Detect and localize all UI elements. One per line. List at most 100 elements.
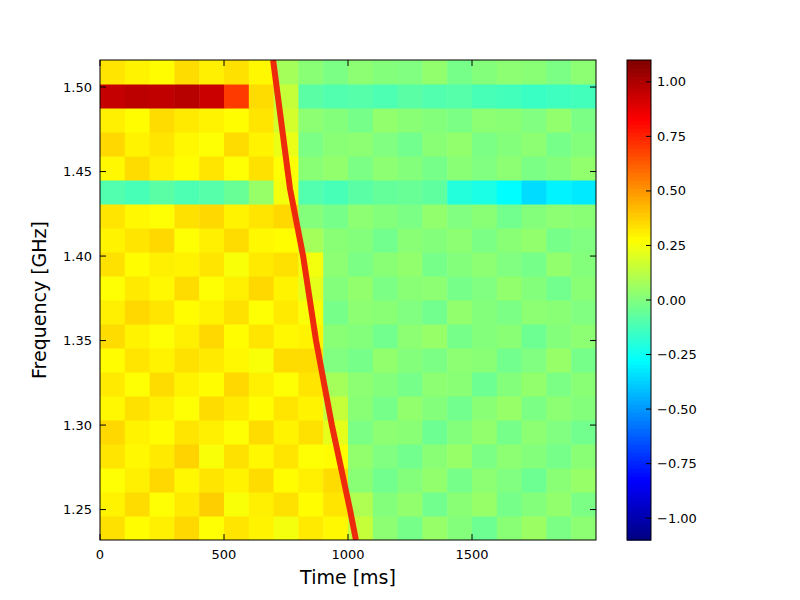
heatmap-cell bbox=[274, 276, 299, 301]
heatmap-cell bbox=[422, 108, 447, 133]
heatmap-cell bbox=[150, 468, 175, 493]
heatmap-cell bbox=[373, 228, 398, 253]
y-tick-label: 1.35 bbox=[63, 333, 92, 348]
y-tick-label: 1.45 bbox=[63, 164, 92, 179]
heatmap-cell bbox=[100, 132, 125, 157]
heatmap-cell bbox=[224, 60, 249, 85]
plot-marks bbox=[100, 60, 596, 540]
heatmap-cell bbox=[472, 84, 497, 109]
x-tick bbox=[472, 60, 473, 66]
heatmap-cell bbox=[422, 420, 447, 445]
heatmap-cell bbox=[100, 444, 125, 469]
heatmap-cell bbox=[249, 492, 274, 517]
y-tick bbox=[590, 87, 596, 88]
colorbar-swatch bbox=[627, 324, 651, 329]
heatmap-cell bbox=[522, 300, 547, 325]
heatmap-cell bbox=[546, 60, 571, 85]
heatmap-cell bbox=[323, 276, 348, 301]
heatmap-cell bbox=[174, 84, 199, 109]
heatmap-cell bbox=[323, 516, 348, 540]
heatmap-cell bbox=[447, 348, 472, 373]
heatmap-cell bbox=[199, 444, 224, 469]
heatmap-cell bbox=[522, 60, 547, 85]
heatmap-cell bbox=[522, 516, 547, 540]
heatmap-cell bbox=[373, 420, 398, 445]
colorbar-tick bbox=[646, 409, 651, 410]
heatmap-cell bbox=[249, 300, 274, 325]
heatmap-cell bbox=[150, 372, 175, 397]
heatmap-cell bbox=[249, 444, 274, 469]
heatmap-cell bbox=[224, 492, 249, 517]
heatmap-cell bbox=[174, 252, 199, 277]
heatmap-cell bbox=[125, 348, 150, 373]
colorbar-swatch bbox=[627, 448, 651, 453]
colorbar-swatch bbox=[627, 184, 651, 189]
colorbar-swatch bbox=[627, 216, 651, 221]
heatmap-cell bbox=[447, 228, 472, 253]
colorbar-swatch bbox=[627, 156, 651, 161]
heatmap-cell bbox=[398, 180, 423, 205]
colorbar-swatch bbox=[627, 468, 651, 473]
heatmap-cell bbox=[373, 180, 398, 205]
heatmap-cell bbox=[422, 372, 447, 397]
colorbar-swatch bbox=[627, 224, 651, 229]
heatmap-cell bbox=[472, 396, 497, 421]
heatmap-cell bbox=[398, 492, 423, 517]
heatmap-cell bbox=[348, 84, 373, 109]
heatmap-cell bbox=[472, 516, 497, 540]
heatmap-cell bbox=[224, 84, 249, 109]
heatmap-cell bbox=[373, 516, 398, 540]
colorbar-swatch bbox=[627, 268, 651, 273]
heatmap-cell bbox=[348, 276, 373, 301]
colorbar-swatch bbox=[627, 340, 651, 345]
heatmap-cell bbox=[497, 348, 522, 373]
heatmap-cell bbox=[298, 516, 323, 540]
heatmap-cell bbox=[150, 396, 175, 421]
heatmap-cell bbox=[398, 396, 423, 421]
colorbar-swatch bbox=[627, 312, 651, 317]
heatmap-cell bbox=[497, 492, 522, 517]
heatmap-cell bbox=[422, 84, 447, 109]
heatmap-cell bbox=[497, 396, 522, 421]
heatmap-cell bbox=[174, 324, 199, 349]
heatmap-cell bbox=[224, 228, 249, 253]
colorbar-swatch bbox=[627, 64, 651, 69]
colorbar-swatch bbox=[627, 180, 651, 185]
heatmap-cell bbox=[100, 324, 125, 349]
heatmap-cell bbox=[125, 84, 150, 109]
heatmap-cell bbox=[447, 516, 472, 540]
colorbar-swatch bbox=[627, 256, 651, 261]
colorbar-swatch bbox=[627, 72, 651, 77]
heatmap-cell bbox=[174, 300, 199, 325]
x-tick bbox=[100, 534, 101, 540]
heatmap-cell bbox=[174, 396, 199, 421]
heatmap-cell bbox=[150, 420, 175, 445]
colorbar-swatch bbox=[627, 236, 651, 241]
heatmap-cell bbox=[398, 228, 423, 253]
heatmap-cell bbox=[199, 492, 224, 517]
y-tick bbox=[100, 425, 106, 426]
colorbar-tick bbox=[646, 190, 651, 191]
colorbar-swatch bbox=[627, 348, 651, 353]
heatmap-cell bbox=[249, 420, 274, 445]
colorbar-swatch bbox=[627, 132, 651, 137]
heatmap-cell bbox=[100, 396, 125, 421]
heatmap-cell bbox=[125, 492, 150, 517]
y-tick bbox=[100, 340, 106, 341]
x-axis-title: Time [ms] bbox=[299, 566, 396, 588]
heatmap-cell bbox=[224, 108, 249, 133]
heatmap-cell bbox=[298, 84, 323, 109]
heatmap-cell bbox=[422, 156, 447, 181]
heatmap-cell bbox=[150, 324, 175, 349]
colorbar-swatch bbox=[627, 172, 651, 177]
heatmap-cell bbox=[100, 516, 125, 540]
heatmap-cell bbox=[323, 300, 348, 325]
heatmap-cell bbox=[398, 420, 423, 445]
heatmap-cell bbox=[298, 180, 323, 205]
colorbar-tick-label: −1.00 bbox=[657, 511, 697, 526]
heatmap-cell bbox=[571, 204, 596, 229]
heatmap-cell bbox=[447, 84, 472, 109]
heatmap-cell bbox=[348, 60, 373, 85]
colorbar-swatch bbox=[627, 480, 651, 485]
heatmap-cell bbox=[174, 60, 199, 85]
